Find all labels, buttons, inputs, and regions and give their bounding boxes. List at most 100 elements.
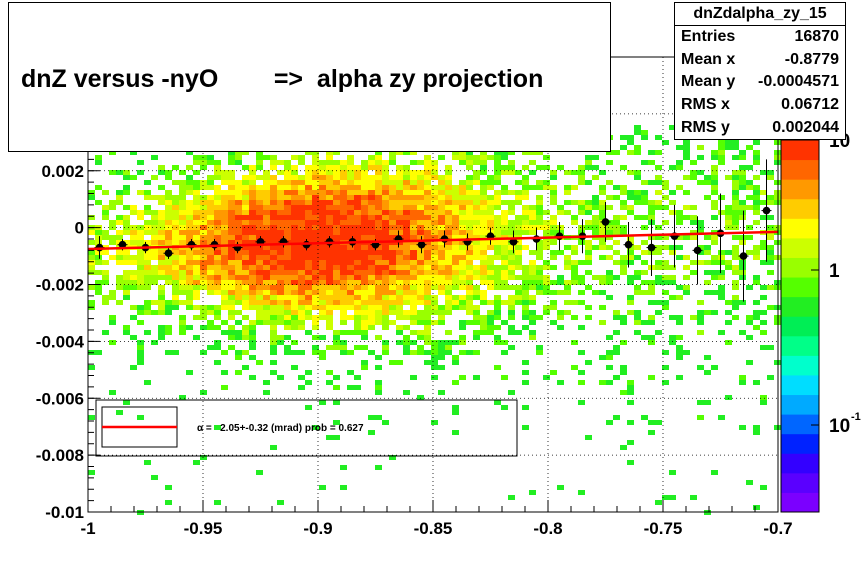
heat-cell <box>515 285 522 290</box>
heat-cell <box>102 230 109 235</box>
heat-cell <box>102 250 109 255</box>
heat-cell <box>368 210 375 215</box>
heat-cell <box>459 260 466 265</box>
z-tick-label: 10 <box>829 416 850 437</box>
heat-cell <box>137 255 144 260</box>
stats-label: Entries <box>681 28 736 45</box>
heat-cell <box>438 190 445 195</box>
heat-cell <box>606 230 613 235</box>
heat-cell <box>704 270 711 275</box>
heat-cell <box>697 310 704 315</box>
heat-cell <box>186 265 193 270</box>
heat-cell <box>473 205 480 210</box>
heat-cell <box>200 315 207 320</box>
heat-cell <box>494 230 501 235</box>
heat-cell <box>473 290 480 295</box>
heat-cell <box>361 250 368 255</box>
heat-cell <box>648 205 655 210</box>
heat-cell <box>613 350 620 355</box>
heat-cell <box>662 205 669 210</box>
heat-cell <box>592 205 599 210</box>
heat-cell <box>116 220 123 225</box>
heat-cell <box>347 370 354 375</box>
profile-point <box>762 206 771 215</box>
heat-cell <box>270 255 277 260</box>
heat-cell <box>501 405 508 410</box>
heat-cell <box>179 240 186 245</box>
heat-cell <box>410 235 417 240</box>
heat-cell <box>340 245 347 250</box>
heat-cell <box>277 230 284 235</box>
x-tick-label: -1 <box>80 519 95 538</box>
heat-cell <box>417 160 424 165</box>
fit-line-segment <box>87 230 779 251</box>
heat-cell <box>466 175 473 180</box>
heat-cell <box>165 265 172 270</box>
heat-cell <box>417 270 424 275</box>
heat-cell <box>452 195 459 200</box>
stats-label: RMS x <box>681 96 730 114</box>
heat-cell <box>466 305 473 310</box>
heat-cell <box>270 445 277 450</box>
heat-cell <box>753 205 760 210</box>
heat-cell <box>158 275 165 280</box>
heat-cell <box>109 255 116 260</box>
heat-cell <box>165 235 172 240</box>
heat-cell <box>277 180 284 185</box>
heat-cell <box>375 275 382 280</box>
heat-cell <box>347 185 354 190</box>
heat-cell <box>207 320 214 325</box>
heat-cell <box>361 215 368 220</box>
heat-cell <box>424 245 431 250</box>
heat-cell <box>242 235 249 240</box>
heat-cell <box>389 245 396 250</box>
heat-cell <box>242 270 249 275</box>
heat-cell <box>718 415 725 420</box>
heat-cell <box>347 275 354 280</box>
heat-cell <box>494 335 501 340</box>
heat-cell <box>466 195 473 200</box>
heat-cell <box>361 270 368 275</box>
heat-cell <box>221 330 228 335</box>
heat-cell <box>228 175 235 180</box>
heat-cell <box>354 165 361 170</box>
heat-cell <box>599 185 606 190</box>
heat-cell <box>221 270 228 275</box>
heat-cell <box>214 245 221 250</box>
heat-cell <box>305 170 312 175</box>
heat-cell <box>403 325 410 330</box>
heat-cell <box>690 215 697 220</box>
heat-cell <box>655 260 662 265</box>
heat-cell <box>459 155 466 160</box>
heat-cell <box>214 275 221 280</box>
heat-cell <box>606 220 613 225</box>
heat-cell <box>263 275 270 280</box>
heat-cell <box>193 260 200 265</box>
heat-cell <box>431 375 438 380</box>
heat-cell <box>403 190 410 195</box>
heat-cell <box>361 360 368 365</box>
heat-cell <box>214 185 221 190</box>
heat-cell <box>151 265 158 270</box>
heat-cell <box>571 340 578 345</box>
heat-cell <box>130 175 137 180</box>
heat-cell <box>151 475 158 480</box>
heat-cell <box>228 265 235 270</box>
heat-cell <box>305 220 312 225</box>
heat-cell <box>543 310 550 315</box>
heat-cell <box>683 175 690 180</box>
heat-cell <box>256 295 263 300</box>
heat-cell <box>193 255 200 260</box>
heat-cell <box>333 210 340 215</box>
heat-cell <box>249 245 256 250</box>
heat-cell <box>508 220 515 225</box>
heat-cell <box>501 230 508 235</box>
y-tick-label: -0.008 <box>36 446 84 465</box>
heat-cell <box>571 270 578 275</box>
heat-cell <box>347 220 354 225</box>
heat-cell <box>312 290 319 295</box>
heat-cell <box>228 325 235 330</box>
heat-cell <box>431 340 438 345</box>
heat-cell <box>452 250 459 255</box>
heat-cell <box>438 230 445 235</box>
